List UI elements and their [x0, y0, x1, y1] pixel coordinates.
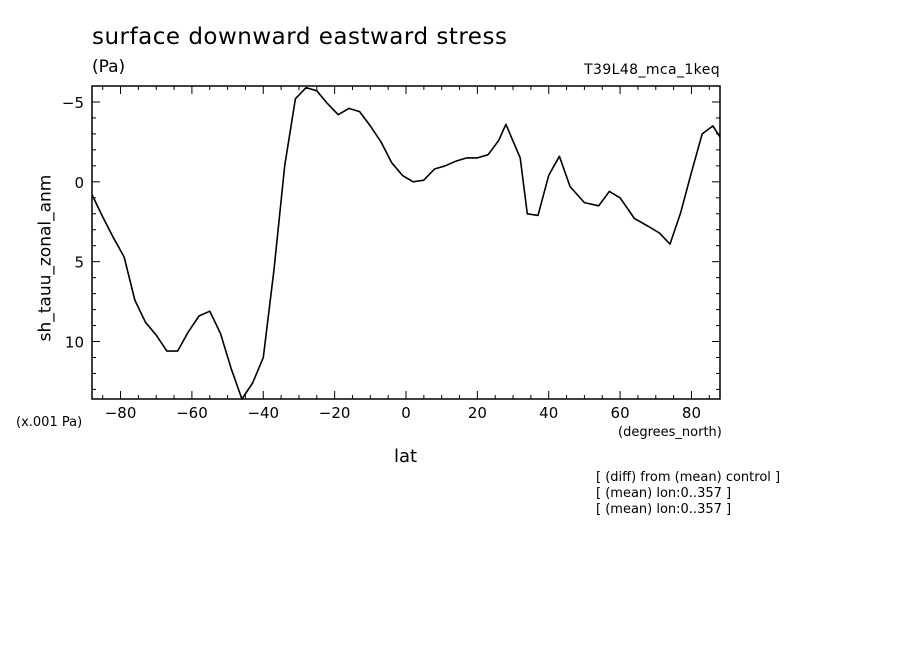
y-tick-label: −5	[62, 94, 84, 112]
x-axis-label: lat	[394, 446, 418, 467]
x-tick-label: 60	[611, 404, 630, 422]
tick-labels: −80 −60 −40 −20 0 20 40 60 80 −5 0 5 10	[62, 94, 701, 422]
x-tick-label: −60	[176, 404, 208, 422]
plot-frame	[91, 85, 721, 400]
note-line: [ (mean) lon:0..357 ]	[596, 486, 732, 501]
x-tick-label: −80	[105, 404, 137, 422]
x-axis-units: (degrees_north)	[618, 425, 722, 440]
series-line	[91, 86, 721, 400]
x-tick-label: 20	[468, 404, 487, 422]
y-tick-label: 10	[65, 334, 84, 352]
note-line: [ (diff) from (mean) control ]	[596, 470, 781, 485]
ticks	[92, 85, 720, 399]
x-tick-label: 80	[682, 404, 701, 422]
chart-units: (Pa)	[92, 57, 126, 77]
run-label: T39L48_mca_1keq	[584, 62, 720, 78]
series-lines	[91, 86, 721, 400]
axes	[91, 85, 721, 400]
y-axis-label: sh_tauu_zonal_anm	[35, 174, 56, 342]
y-tick-label: 0	[74, 174, 84, 192]
x-tick-label: −20	[319, 404, 351, 422]
y-scale-factor: (x.001 Pa)	[16, 415, 83, 430]
x-tick-label: 0	[401, 404, 411, 422]
note-line: [ (mean) lon:0..357 ]	[596, 502, 732, 517]
y-tick-label: 5	[74, 254, 84, 272]
x-tick-label: 40	[539, 404, 558, 422]
x-tick-label: −40	[247, 404, 279, 422]
chart-title: surface downward eastward stress	[92, 24, 508, 50]
